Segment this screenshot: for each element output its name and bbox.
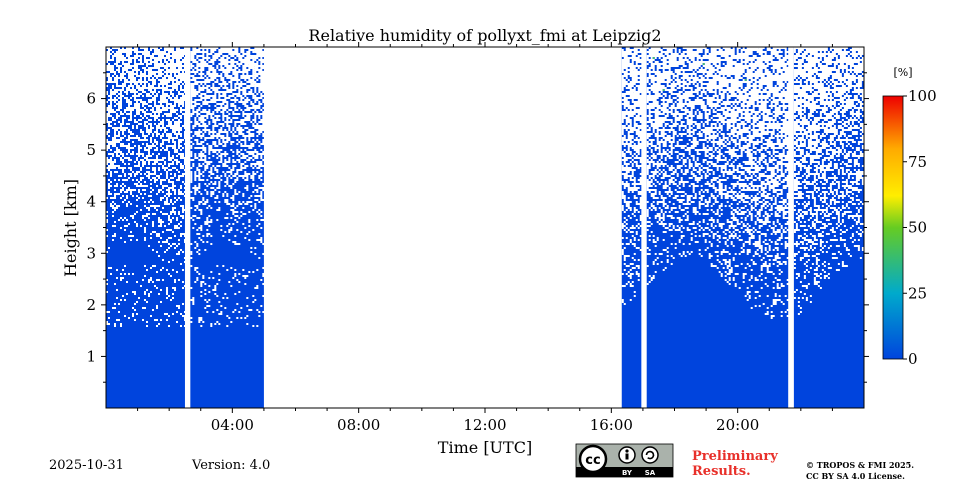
y-tick-label: 3	[86, 244, 96, 262]
x-tick-label: 08:00	[337, 416, 380, 434]
copyright-note: © TROPOS & FMI 2025. CC BY SA 4.0 Licens…	[806, 460, 915, 481]
badge-sa-label: SA	[645, 469, 656, 477]
x-axis-label: Time [UTC]	[438, 438, 532, 457]
cc-icon	[578, 444, 608, 474]
x-tick-label: 16:00	[590, 416, 633, 434]
y-tick-label: 2	[86, 296, 96, 314]
sa-sharealike-icon	[641, 446, 659, 464]
colorbar-tick-label: 100	[908, 87, 937, 105]
low-signal-speckle	[106, 47, 864, 327]
preliminary-results-note: Preliminary Results.	[692, 449, 778, 479]
y-tick-label: 6	[86, 90, 96, 108]
y-tick-label: 4	[86, 193, 96, 211]
svg-text:cc: cc	[585, 453, 600, 468]
colorbar-tick-label: 25	[908, 284, 927, 302]
cc-by-sa-badge: cc BY SA	[575, 443, 674, 478]
x-tick-label: 04:00	[211, 416, 254, 434]
colorbar-unit: [%]	[893, 66, 912, 79]
badge-by-label: BY	[622, 469, 633, 477]
colorbar-tick-label: 75	[908, 153, 927, 171]
colorbar	[882, 95, 904, 360]
chart-title: Relative humidity of pollyxt_fmi at Leip…	[308, 26, 661, 45]
y-tick-label: 5	[86, 141, 96, 159]
y-axis-label: Height [km]	[61, 179, 80, 277]
y-tick-label: 1	[86, 347, 96, 365]
footer-date: 2025-10-31	[49, 458, 124, 473]
colorbar-tick-label: 0	[908, 350, 918, 368]
x-tick-label: 20:00	[716, 416, 759, 434]
colorbar-tick-label: 50	[908, 219, 927, 237]
x-tick-label: 12:00	[463, 416, 506, 434]
footer-version: Version: 4.0	[192, 458, 271, 473]
